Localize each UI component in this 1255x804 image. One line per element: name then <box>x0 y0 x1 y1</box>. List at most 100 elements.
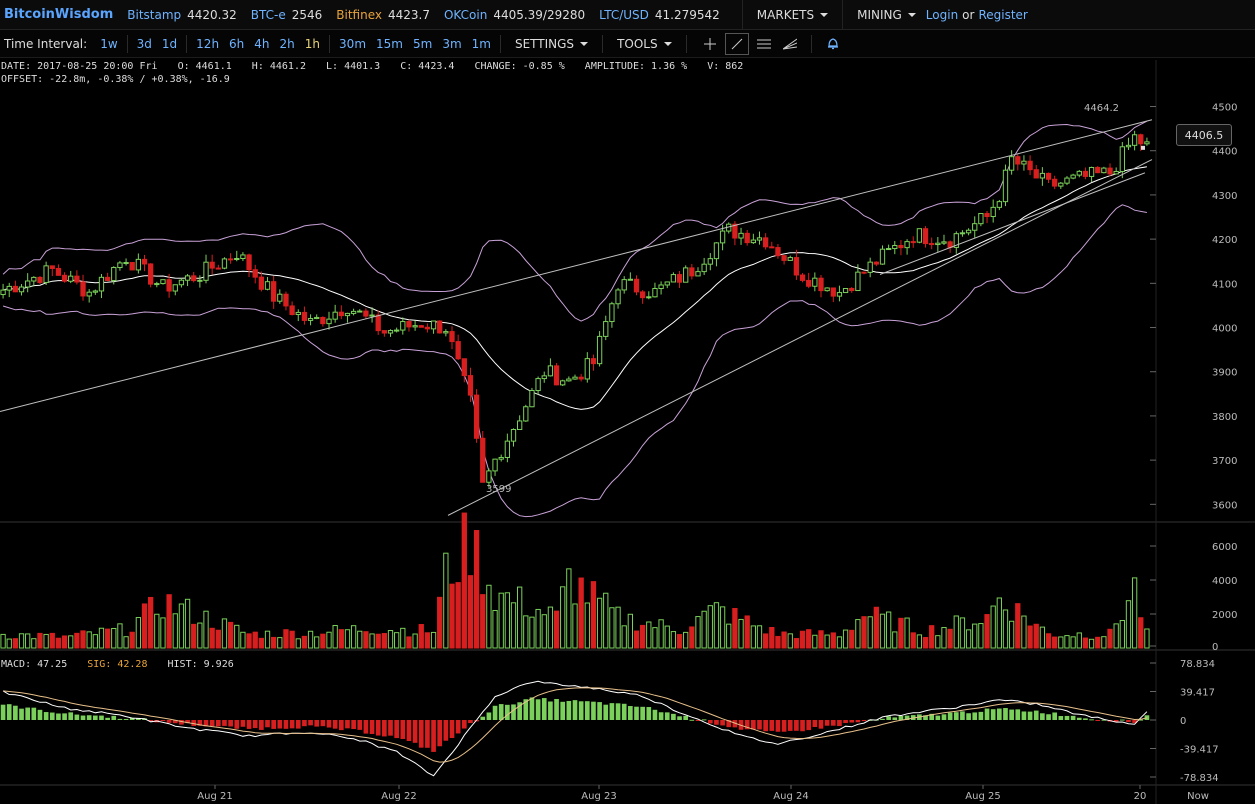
macd-hist-bar <box>25 707 31 720</box>
info-offset: OFFSET: -22.8m, -0.38% / +0.38%, -16.9 <box>1 74 230 85</box>
interval-1m[interactable]: 1m <box>471 36 491 51</box>
volume-bar <box>996 597 1002 649</box>
volume-bar <box>221 618 228 649</box>
interval-3m[interactable]: 3m <box>442 36 462 51</box>
login-link[interactable]: Login <box>925 7 959 22</box>
candle-body <box>197 279 203 282</box>
interval-12h[interactable]: 12h <box>196 36 220 51</box>
volume-bar <box>307 630 314 649</box>
candle-body <box>117 262 123 269</box>
candle-body <box>1008 156 1015 171</box>
site-logo[interactable]: BitcoinWisdom <box>4 7 114 22</box>
interval-1d[interactable]: 1d <box>161 36 178 51</box>
date-axis-label: 20 <box>1134 791 1147 802</box>
macd-hist-bar <box>252 720 258 729</box>
volume-bar <box>566 568 572 649</box>
candle-body <box>0 289 6 296</box>
interval-1w[interactable]: 1w <box>100 36 118 51</box>
interval-5m[interactable]: 5m <box>412 36 433 51</box>
candle-body <box>744 232 750 244</box>
macd-hist-bar <box>363 720 369 734</box>
volume-bar <box>578 577 584 649</box>
crosshair-icon[interactable] <box>699 34 721 54</box>
current-price-marker <box>1141 145 1145 150</box>
candle-body <box>252 269 258 278</box>
volume-bar <box>467 575 474 649</box>
market-ltcusd[interactable]: LTC/USD 41.279542 <box>599 7 720 22</box>
candle-body <box>221 258 228 269</box>
volume-bar <box>922 637 929 649</box>
register-link[interactable]: Register <box>978 7 1028 22</box>
market-bitfinex[interactable]: Bitfinex 4423.7 <box>336 7 430 22</box>
macd-hist-bar <box>732 720 738 728</box>
market-bitstamp[interactable]: Bitstamp 4420.32 <box>127 7 237 22</box>
volume-bar <box>596 597 603 649</box>
volume-bar <box>406 636 412 649</box>
volume-bar <box>80 630 86 649</box>
volume-bar <box>148 596 154 649</box>
volume-bar <box>947 628 953 649</box>
macd-hist-bar <box>357 720 363 730</box>
volume-bar <box>658 619 664 649</box>
volume-bar <box>719 606 726 649</box>
macd-hist-bar <box>295 720 301 729</box>
volume-bar <box>1107 628 1113 649</box>
macd-hist-bar <box>517 702 522 720</box>
interval-30m[interactable]: 30m <box>339 36 367 51</box>
alarm-bell-icon[interactable] <box>822 34 844 54</box>
macd-hist-bar <box>486 712 492 720</box>
macd-hist-bar <box>449 720 455 739</box>
tools-button[interactable]: TOOLS <box>617 37 672 51</box>
candle-body <box>74 275 80 283</box>
volume-bar <box>553 610 560 649</box>
trendline-lower <box>447 159 1153 516</box>
volume-bar <box>394 632 400 649</box>
line-tool-icon[interactable] <box>724 32 749 55</box>
market-btce[interactable]: BTC-e 2546 <box>250 7 323 22</box>
interval-6h[interactable]: 6h <box>229 36 245 51</box>
macd-hist-bar <box>209 720 215 727</box>
interval-2h[interactable]: 2h <box>279 36 295 51</box>
macd-hist-bar <box>1070 715 1076 720</box>
market-okcoin[interactable]: OKCoin 4405.39/29280 <box>443 7 586 22</box>
mining-menu[interactable]: MINING <box>857 8 916 22</box>
candle-body <box>12 285 19 293</box>
candle-body <box>553 365 560 386</box>
interval-15m[interactable]: 15m <box>376 36 403 51</box>
macd-hist-bar <box>308 720 313 726</box>
interval-4h[interactable]: 4h <box>254 36 270 51</box>
macd-hist-bar <box>1027 711 1033 720</box>
volume-bar <box>0 633 6 649</box>
macd-hist-bar <box>615 703 621 720</box>
macd-tick-label: 0 <box>1180 716 1186 727</box>
horizontal-lines-icon[interactable] <box>753 34 775 54</box>
volume-bar <box>504 592 511 649</box>
macd-hist-bar <box>744 720 750 730</box>
interval-1h[interactable]: 1h <box>304 36 321 51</box>
macd-hist-bar <box>837 720 842 727</box>
macd-hist-bar <box>1101 719 1107 721</box>
volume-bar <box>695 616 701 649</box>
macd-hist-bar <box>338 720 344 731</box>
candle-body <box>1082 170 1089 177</box>
settings-button[interactable]: SETTINGS <box>515 37 589 51</box>
candle-body <box>1107 167 1113 175</box>
volume-bar <box>320 633 326 649</box>
volume-bar <box>793 638 800 649</box>
candle-body <box>978 213 984 225</box>
interval-3d[interactable]: 3d <box>136 36 152 51</box>
price-chart[interactable]: 4500 4400 4300 4200 4100 4000 3900 3800 3700 3600… <box>0 60 1255 804</box>
bollinger-upper-line <box>2 120 1148 322</box>
volume-bar <box>867 616 873 649</box>
info-volume: V: 862 <box>707 61 744 72</box>
candle-body <box>55 267 62 276</box>
volume-bar <box>855 619 861 649</box>
candle-body <box>363 310 369 317</box>
volume-bar <box>701 610 707 649</box>
markets-menu[interactable]: MARKETS <box>757 8 829 22</box>
volume-bar <box>1125 600 1132 649</box>
volume-bar <box>492 609 498 649</box>
volume-bar <box>836 636 843 649</box>
volume-bar <box>541 614 547 649</box>
fan-tool-icon[interactable] <box>779 34 801 54</box>
